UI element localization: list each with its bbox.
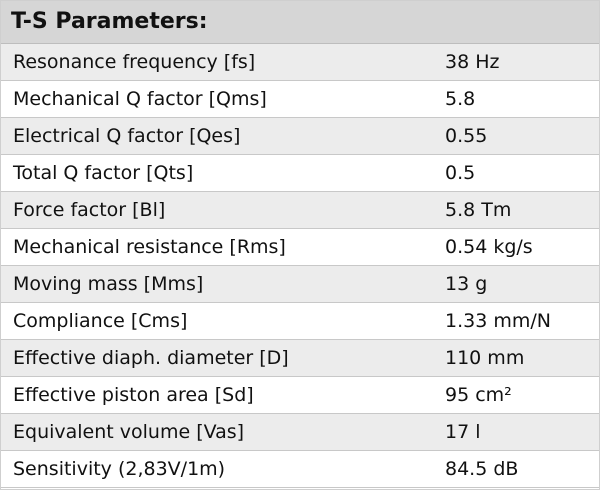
table-row: Compliance [Cms] 1.33 mm/N bbox=[1, 303, 599, 340]
parameter-value: 1.33 mm/N bbox=[445, 310, 551, 332]
parameter-name: Force factor [Bl] bbox=[13, 199, 166, 221]
table-row: Force factor [Bl] 5.8 Tm bbox=[1, 192, 599, 229]
parameter-value: 38 Hz bbox=[445, 51, 500, 73]
table-row: Effective piston area [Sd] 95 cm² bbox=[1, 377, 599, 414]
table-title: T-S Parameters: bbox=[1, 1, 599, 44]
table-row: Mechanical Q factor [Qms] 5.8 bbox=[1, 81, 599, 118]
parameter-name: Effective piston area [Sd] bbox=[13, 384, 254, 406]
table-row: Total Q factor [Qts] 0.5 bbox=[1, 155, 599, 192]
parameter-name: Sensitivity (2,83V/1m) bbox=[13, 458, 226, 480]
parameter-name: Equivalent volume [Vas] bbox=[13, 421, 245, 443]
parameter-name: Total Q factor [Qts] bbox=[13, 162, 194, 184]
parameter-value: 0.5 bbox=[445, 162, 476, 184]
table-row: Resonance frequency [fs] 38 Hz bbox=[1, 44, 599, 81]
parameter-name: Effective diaph. diameter [D] bbox=[13, 347, 289, 369]
table-row: Sensitivity (2,83V/1m) 84.5 dB bbox=[1, 451, 599, 488]
parameter-name: Compliance [Cms] bbox=[13, 310, 188, 332]
parameter-value: 84.5 dB bbox=[445, 458, 519, 480]
parameter-name: Mechanical resistance [Rms] bbox=[13, 236, 286, 258]
parameter-name: Moving mass [Mms] bbox=[13, 273, 204, 295]
table-body: Resonance frequency [fs] 38 Hz Mechanical … bbox=[1, 44, 599, 488]
parameter-value: 5.8 bbox=[445, 88, 476, 110]
parameter-value: 17 l bbox=[445, 421, 481, 443]
table-row: Equivalent volume [Vas] 17 l bbox=[1, 414, 599, 451]
table-row: Electrical Q factor [Qes] 0.55 bbox=[1, 118, 599, 155]
parameter-name: Electrical Q factor [Qes] bbox=[13, 125, 241, 147]
parameter-name: Resonance frequency [fs] bbox=[13, 51, 256, 73]
parameter-value: 95 cm² bbox=[445, 384, 512, 406]
table-row: Moving mass [Mms] 13 g bbox=[1, 266, 599, 303]
parameter-value: 0.54 kg/s bbox=[445, 236, 533, 258]
parameter-value: 110 mm bbox=[445, 347, 525, 369]
table-row: Mechanical resistance [Rms] 0.54 kg/s bbox=[1, 229, 599, 266]
parameter-value: 0.55 bbox=[445, 125, 488, 147]
parameter-value: 5.8 Tm bbox=[445, 199, 512, 221]
parameter-name: Mechanical Q factor [Qms] bbox=[13, 88, 267, 110]
table-row: Effective diaph. diameter [D] 110 mm bbox=[1, 340, 599, 377]
parameter-value: 13 g bbox=[445, 273, 488, 295]
